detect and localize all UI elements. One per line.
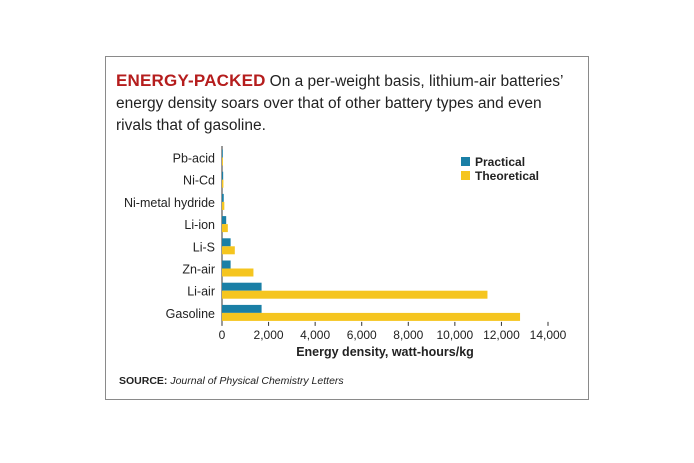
bar-practical [222, 171, 224, 180]
bar-practical [222, 304, 262, 313]
x-tick-label: 2,000 [254, 328, 284, 342]
y-tick-label: Pb-acid [173, 152, 215, 166]
y-tick-label: Li-ion [184, 218, 215, 232]
bar-theoretical [222, 312, 521, 321]
x-axis-title: Energy density, watt-hours/kg [296, 345, 474, 359]
x-tick-label: 14,000 [530, 328, 567, 342]
bar-practical [222, 193, 224, 202]
bar-theoretical [222, 290, 488, 299]
x-tick-label: 10,000 [437, 328, 474, 342]
source-note: SOURCE: Journal of Physical Chemistry Le… [119, 375, 344, 387]
legend-swatch-practical [461, 157, 470, 166]
legend-label-theoretical: Theoretical [475, 169, 539, 183]
y-tick-label: Ni-Cd [183, 174, 215, 188]
bar-practical [222, 282, 262, 291]
headline: ENERGY-PACKED [116, 71, 266, 90]
y-tick-label: Gasoline [166, 307, 215, 321]
bar-practical [222, 149, 223, 158]
source-label: SOURCE: [119, 375, 168, 387]
bar-practical [222, 216, 227, 225]
source-text: Journal of Physical Chemistry Letters [170, 375, 344, 387]
chart-card [105, 56, 589, 400]
y-tick-label: Li-air [187, 285, 215, 299]
bar-theoretical [222, 224, 228, 233]
bar-theoretical [222, 201, 225, 210]
bar-theoretical [222, 246, 235, 255]
x-tick-label: 0 [219, 328, 226, 342]
y-tick-label: Ni-metal hydride [124, 196, 215, 210]
legend-label-practical: Practical [475, 155, 525, 169]
y-tick-label: Zn-air [182, 263, 215, 277]
bar-theoretical [222, 157, 223, 166]
bar-theoretical [222, 179, 224, 188]
legend-swatch-theoretical [461, 171, 470, 180]
chart-header: ENERGY-PACKED On a per-weight basis, lith… [116, 70, 578, 137]
y-tick-label: Li-S [193, 240, 215, 254]
bar-theoretical [222, 268, 254, 277]
x-tick-label: 6,000 [347, 328, 377, 342]
x-tick-label: 12,000 [483, 328, 520, 342]
x-tick-label: 4,000 [300, 328, 330, 342]
description: On a per-weight basis, lithium-air batte… [116, 73, 563, 134]
x-tick-label: 8,000 [393, 328, 423, 342]
bar-practical [222, 260, 231, 269]
bar-practical [222, 238, 231, 247]
